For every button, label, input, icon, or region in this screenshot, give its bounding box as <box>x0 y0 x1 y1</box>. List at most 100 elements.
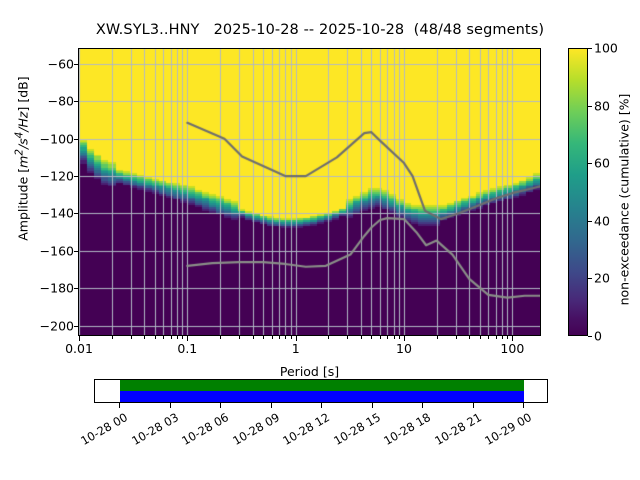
x-minor-tick <box>263 336 264 339</box>
timeline-tick-mark <box>321 403 322 408</box>
x-major-tick <box>187 336 188 341</box>
x-minor-tick <box>361 336 362 339</box>
x-minor-tick <box>507 336 508 339</box>
y-tick-label: −200 <box>39 318 74 334</box>
x-minor-tick <box>155 336 156 339</box>
y-tick-label: −60 <box>47 56 74 72</box>
timeline-tick-mark <box>271 403 272 408</box>
timeline-tick-mark <box>422 403 423 408</box>
x-minor-tick <box>131 336 132 339</box>
x-minor-tick <box>488 336 489 339</box>
x-minor-tick <box>328 336 329 339</box>
x-minor-tick <box>171 336 172 339</box>
x-tick-label: 0.1 <box>177 341 198 356</box>
figure-title: XW.SYL3..HNY 2025-10-28 -- 2025-10-28 (4… <box>95 22 545 38</box>
x-minor-tick <box>394 336 395 339</box>
x-minor-tick <box>239 336 240 339</box>
x-tick-label: 1 <box>291 341 300 356</box>
segment-timeline[interactable] <box>94 379 548 403</box>
x-minor-tick <box>279 336 280 339</box>
x-minor-tick <box>253 336 254 339</box>
timeline-tick-mark <box>523 403 524 408</box>
y-tick-mark <box>74 101 78 102</box>
timeline-data-bar <box>120 380 524 391</box>
x-minor-tick <box>220 336 221 339</box>
timeline-tick-mark <box>220 403 221 408</box>
y-tick-mark <box>74 288 78 289</box>
x-major-tick <box>512 336 513 341</box>
x-minor-tick <box>437 336 438 339</box>
y-axis-label-tail: ] [dB] <box>15 76 31 112</box>
colorbar-tick-mark <box>588 48 592 49</box>
colorbar-label: non-exceedance (cumulative) [%] <box>616 93 632 306</box>
timeline-tick-label: 10-28 21 <box>431 410 484 448</box>
x-minor-tick <box>144 336 145 339</box>
x-minor-tick <box>347 336 348 339</box>
x-minor-tick <box>380 336 381 339</box>
timeline-tick-label: 10-28 12 <box>280 410 332 448</box>
x-minor-tick <box>163 336 164 339</box>
x-minor-tick <box>399 336 400 339</box>
y-axis-tick-marks <box>74 0 80 480</box>
timeline-tick-label: 10-28 03 <box>128 410 181 448</box>
y-tick-label: −160 <box>39 243 74 259</box>
x-tick-label: 10 <box>396 341 412 356</box>
ppsd-plot-area[interactable] <box>78 48 541 336</box>
x-minor-tick <box>285 336 286 339</box>
colorbar-tick-label: 0 <box>594 328 602 344</box>
timeline-tick-mark <box>372 403 373 408</box>
x-major-tick <box>404 336 405 341</box>
y-axis-tick-labels: −60 −80 −100 −120 −140 −160 −180 −200 <box>30 0 74 480</box>
x-tick-label: 100 <box>500 341 525 356</box>
colorbar-tick-label: 100 <box>594 40 618 56</box>
y-tick-label: −120 <box>39 168 74 184</box>
y-axis-label: Amplitude [m2/s4/Hz] [dB] <box>13 9 30 309</box>
timeline-tick-mark <box>473 403 474 408</box>
colorbar-tick-label: 60 <box>594 155 610 171</box>
colorbar-tick-mark <box>588 106 592 107</box>
colorbar-tick-mark <box>588 278 592 279</box>
x-minor-tick <box>469 336 470 339</box>
timeline-coverage-bar <box>120 391 524 402</box>
y-tick-mark <box>74 64 78 65</box>
y-tick-mark <box>74 326 78 327</box>
timeline-tick-label: 10-28 09 <box>229 410 282 448</box>
x-minor-tick <box>480 336 481 339</box>
x-minor-tick <box>112 336 113 339</box>
x-tick-label: 0.01 <box>65 341 93 356</box>
timeline-tick-mark <box>119 403 120 408</box>
y-axis-units: m2/s4/Hz <box>13 111 31 168</box>
colorbar-tick-label: 80 <box>594 98 610 114</box>
x-major-tick <box>79 336 80 341</box>
y-tick-label: −80 <box>47 93 74 109</box>
y-tick-mark <box>74 251 78 252</box>
x-minor-tick <box>177 336 178 339</box>
colorbar <box>568 48 588 336</box>
x-minor-tick <box>272 336 273 339</box>
noise-model-curves <box>79 49 540 335</box>
timeline-tick-label: 10-28 15 <box>330 410 383 448</box>
colorbar-tick-mark <box>588 221 592 222</box>
x-minor-tick <box>496 336 497 339</box>
y-tick-mark <box>74 176 78 177</box>
y-tick-mark <box>74 139 78 140</box>
timeline-tick-label: 10-28 06 <box>179 410 231 448</box>
y-axis-label-text: Amplitude [ <box>15 167 31 241</box>
colorbar-tick-mark <box>588 163 592 164</box>
x-major-tick <box>296 336 297 341</box>
colorbar-tick-label: 20 <box>594 270 610 286</box>
timeline-tick-label: 10-29 00 <box>482 410 534 448</box>
y-tick-label: −140 <box>39 205 74 221</box>
y-tick-label: −100 <box>39 131 74 147</box>
timeline-tick-label: 10-28 18 <box>381 410 433 448</box>
colorbar-tick-mark <box>588 336 592 337</box>
x-minor-tick <box>182 336 183 339</box>
y-tick-label: −180 <box>39 280 74 296</box>
x-minor-tick <box>502 336 503 339</box>
x-minor-tick <box>291 336 292 339</box>
x-minor-tick <box>387 336 388 339</box>
x-axis-label: Period [s] <box>279 364 340 379</box>
x-minor-tick <box>371 336 372 339</box>
x-minor-tick <box>456 336 457 339</box>
